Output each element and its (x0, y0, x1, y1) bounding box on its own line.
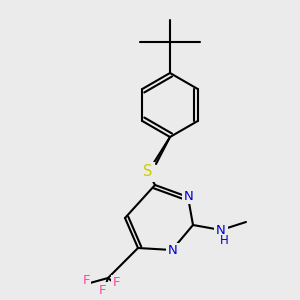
Text: N: N (216, 224, 226, 236)
Text: S: S (143, 164, 153, 179)
Text: F: F (99, 284, 107, 296)
Text: F: F (112, 277, 120, 290)
Text: N: N (168, 244, 178, 257)
Text: F: F (82, 274, 90, 286)
Text: N: N (184, 190, 194, 202)
Text: H: H (220, 235, 228, 248)
